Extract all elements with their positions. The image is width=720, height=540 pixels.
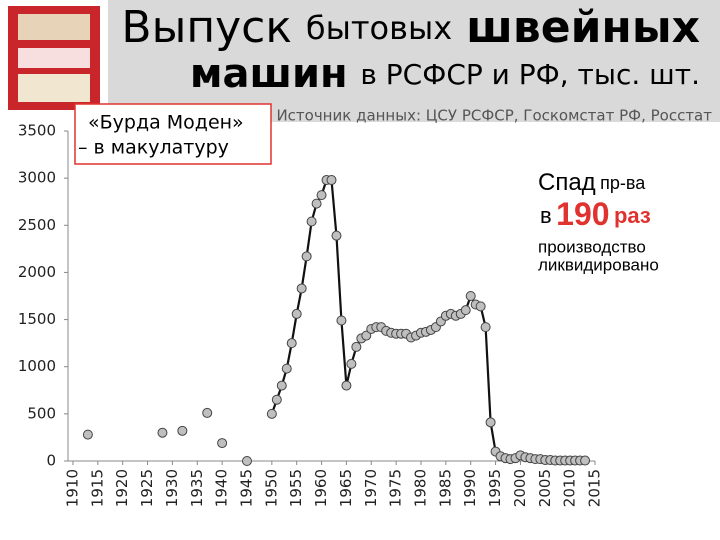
- chart-title: Выпуск бытовых швейных: [121, 2, 700, 53]
- annotation-part: 190: [556, 196, 609, 232]
- subtitle: Источник данных: ЦСУ РСФСР, Госкомстат Р…: [276, 107, 712, 125]
- annotation: «Бурда Моден»: [88, 112, 244, 134]
- annotation: – в макулатуру: [78, 137, 229, 159]
- x-tick-label: 1910: [63, 469, 81, 507]
- data-point: [460, 305, 471, 316]
- data-point: [346, 358, 357, 369]
- data-point: [361, 330, 372, 341]
- x-tick-label: 2015: [586, 469, 604, 507]
- data-point: [351, 341, 362, 352]
- data-point: [241, 456, 252, 466]
- title-part: бытовых: [306, 9, 452, 47]
- x-tick-label: 1990: [461, 469, 479, 507]
- data-point: [306, 216, 317, 227]
- title-part: в РСФСР и РФ, тыс. шт.: [360, 58, 700, 91]
- data-point: [301, 251, 312, 262]
- annotation: производство: [538, 237, 646, 256]
- data-point: [316, 190, 327, 201]
- title-part: Выпуск: [121, 2, 292, 53]
- data-point: [291, 308, 302, 319]
- plot: 0 500 1000 1500 2000 2500 3000 3500 1910 1915 1920…: [18, 122, 604, 508]
- header-band: [108, 0, 720, 122]
- data-point: [177, 425, 188, 436]
- y-tick-label: 1000: [18, 357, 56, 375]
- book-cover: [8, 6, 100, 110]
- data-point: [480, 322, 491, 333]
- x-tick-label: 1925: [138, 469, 156, 507]
- data-point: [266, 408, 277, 419]
- x-tick-label: 2010: [561, 469, 579, 507]
- data-point: [475, 301, 486, 312]
- x-tick-label: 1935: [188, 469, 206, 507]
- annotation-part: раз: [614, 203, 651, 228]
- x-tick-label: 1965: [337, 469, 355, 507]
- data-point: [311, 198, 322, 209]
- annotation-box: [74, 103, 272, 165]
- x-tick-label: 1940: [213, 469, 231, 507]
- data-point: [326, 175, 337, 186]
- annotation-box: [533, 166, 693, 272]
- y-tick-label: 500: [27, 404, 56, 422]
- data-point: [202, 407, 213, 418]
- x-tick-label: 1955: [287, 469, 305, 507]
- title-part: машин: [190, 51, 348, 97]
- y-tick-label: 2000: [18, 263, 56, 281]
- data-point: [336, 315, 347, 326]
- x-tick-label: 1995: [486, 469, 504, 507]
- x-tick-label: 1975: [387, 469, 405, 507]
- x-tick-label: 1970: [362, 469, 380, 507]
- x-tick-label: 1945: [237, 469, 255, 507]
- y-tick-label: 3000: [18, 169, 56, 187]
- data-point: [281, 363, 292, 374]
- x-tick-label: 2000: [511, 469, 529, 507]
- annotation: ликвидировано: [538, 255, 659, 274]
- x-tick-label: 2005: [536, 469, 554, 507]
- data-point: [82, 429, 93, 440]
- annotation-part: пр-ва: [600, 173, 646, 193]
- y-tick-label: 2500: [18, 216, 56, 234]
- data-point: [341, 380, 352, 391]
- x-tick-label: 1985: [436, 469, 454, 507]
- annotation-part: в: [540, 203, 552, 228]
- data-point: [276, 380, 287, 391]
- data-point: [296, 283, 307, 294]
- data-point: [485, 417, 496, 428]
- x-tick-label: 1950: [262, 469, 280, 507]
- x-tick-label: 1930: [163, 469, 181, 507]
- data-point: [217, 438, 228, 449]
- y-tick-label: 3500: [18, 122, 56, 140]
- title-part: швейных: [466, 2, 700, 53]
- data-point: [331, 230, 342, 241]
- y-tick-label: 1500: [18, 310, 56, 328]
- data-point: [271, 394, 282, 405]
- annotation: Спад пр-ва: [538, 169, 646, 196]
- annotation-part: Спад: [538, 169, 596, 196]
- x-tick-label: 1920: [113, 469, 131, 507]
- x-tick-label: 1915: [88, 469, 106, 507]
- data-point: [465, 291, 476, 301]
- chart-title: машин в РСФСР и РФ, тыс. шт.: [190, 51, 700, 97]
- annotation: в 190 раз: [540, 196, 651, 232]
- data-point: [157, 427, 168, 438]
- data-point: [580, 455, 591, 466]
- data-point: [286, 338, 297, 349]
- x-tick-label: 1960: [312, 469, 330, 507]
- y-tick-label: 0: [46, 452, 56, 470]
- x-tick-label: 1980: [411, 469, 429, 507]
